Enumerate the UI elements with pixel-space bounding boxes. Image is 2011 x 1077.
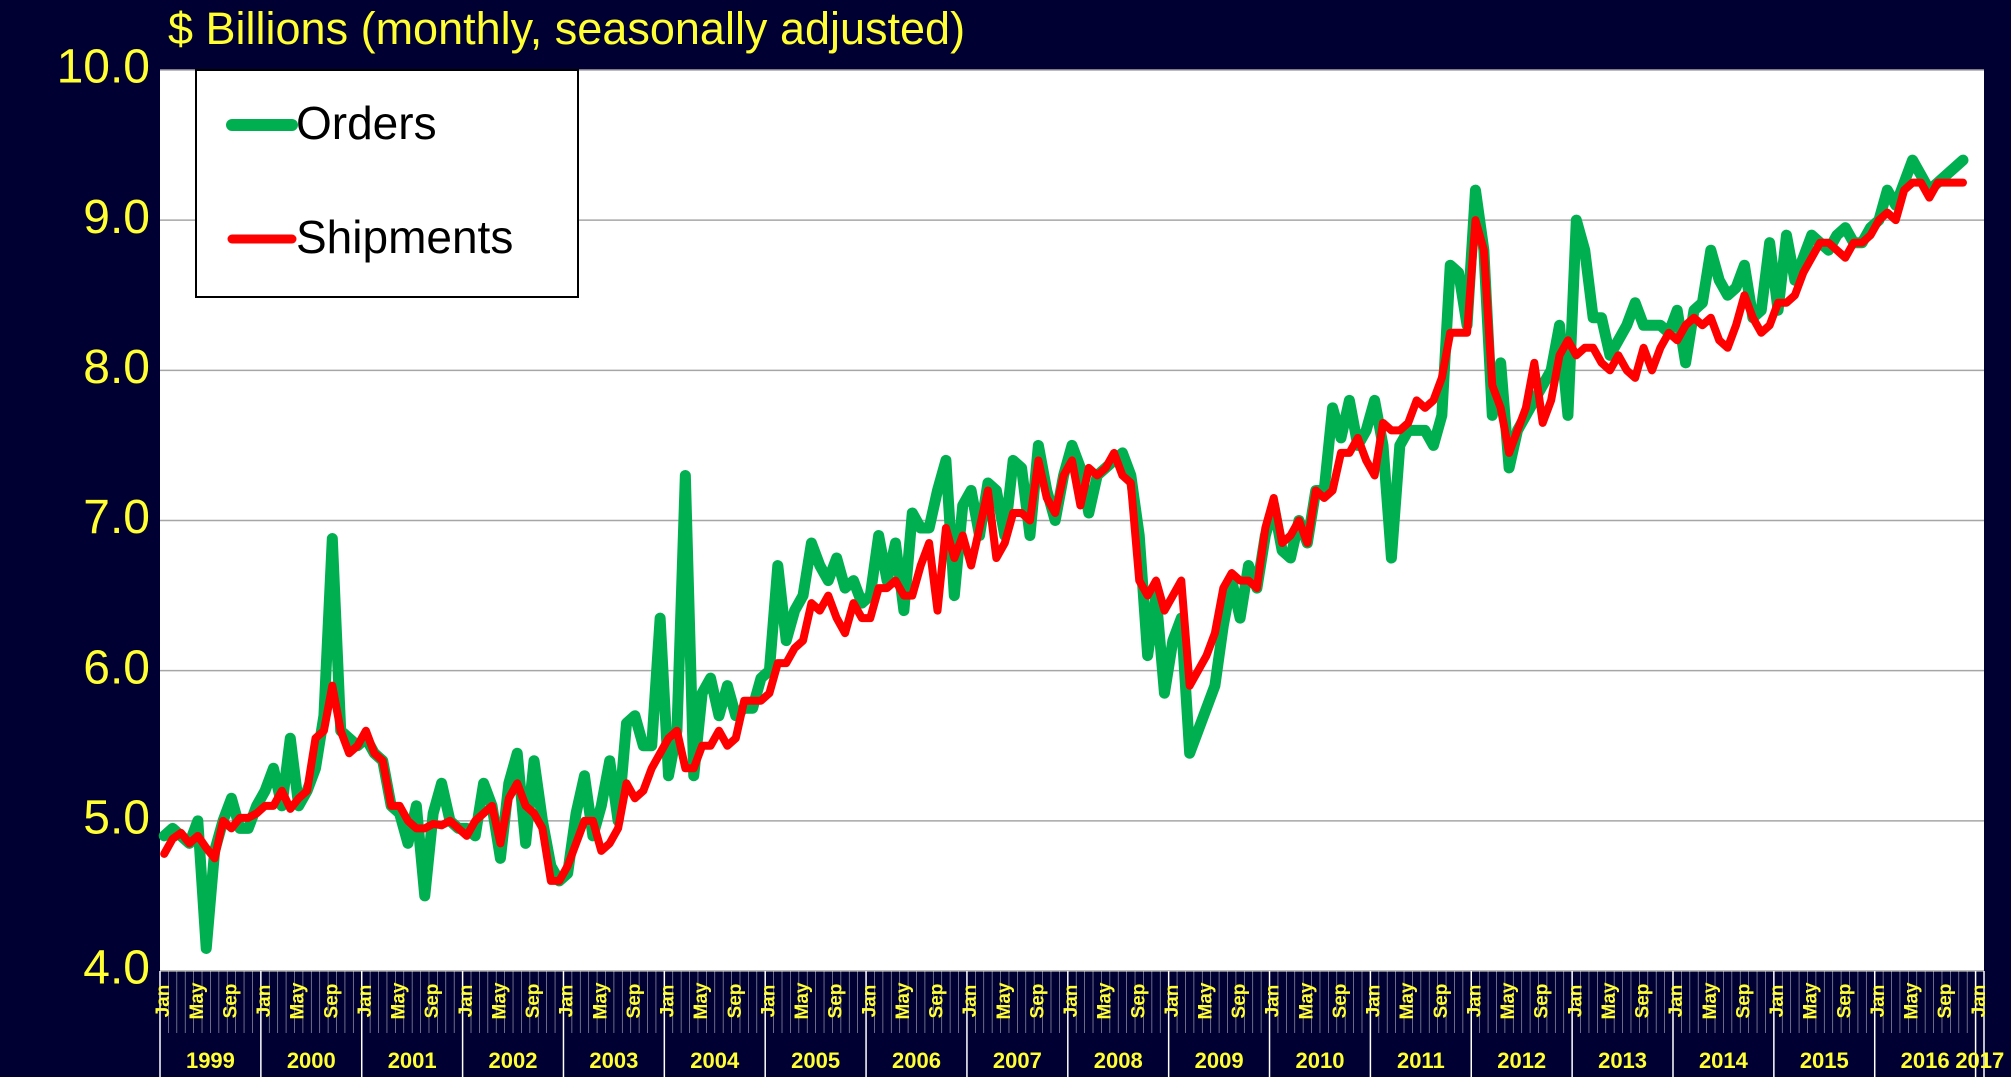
x-tick-label: Sep bbox=[1027, 984, 1048, 1019]
year-label: 2003 bbox=[589, 1048, 638, 1073]
x-tick-label: Sep bbox=[927, 984, 948, 1019]
year-label: 2014 bbox=[1699, 1048, 1749, 1073]
y-tick-label: 6.0 bbox=[83, 641, 150, 694]
y-tick-label: 9.0 bbox=[83, 191, 150, 244]
x-tick-label: Jan bbox=[153, 985, 174, 1018]
x-tick-label: Jan bbox=[1969, 985, 1990, 1018]
x-tick-label: Jan bbox=[1364, 985, 1385, 1018]
x-tick-label: May bbox=[691, 982, 712, 1019]
x-tick-label: Jan bbox=[254, 985, 275, 1018]
y-tick-label: 10.0 bbox=[57, 41, 150, 94]
x-tick-label: May bbox=[792, 982, 813, 1019]
x-tick-label: Sep bbox=[1834, 984, 1855, 1019]
year-label: 2002 bbox=[489, 1048, 538, 1073]
x-tick-label: May bbox=[1296, 982, 1317, 1019]
x-tick-label: Jan bbox=[859, 985, 880, 1018]
x-tick-label: Jan bbox=[1767, 985, 1788, 1018]
year-label: 2017 bbox=[1955, 1048, 2004, 1073]
x-tick-label: Jan bbox=[658, 985, 679, 1018]
x-tick-label: May bbox=[389, 982, 410, 1019]
x-tick-label: May bbox=[1196, 982, 1217, 1019]
x-tick-label: May bbox=[288, 982, 309, 1019]
x-tick-label: May bbox=[489, 982, 510, 1019]
year-label: 2008 bbox=[1094, 1048, 1143, 1073]
year-label: 2006 bbox=[892, 1048, 941, 1073]
y-tick-label: 4.0 bbox=[83, 942, 150, 995]
x-tick-label: Sep bbox=[624, 984, 645, 1019]
x-tick-label: Sep bbox=[1733, 984, 1754, 1019]
x-tick-label: Jan bbox=[1162, 985, 1183, 1018]
x-tick-label: Sep bbox=[1330, 984, 1351, 1019]
x-tick-label: Jan bbox=[456, 985, 477, 1018]
x-tick-label: May bbox=[1095, 982, 1116, 1019]
year-label: 2000 bbox=[287, 1048, 336, 1073]
x-tick-label: Sep bbox=[523, 984, 544, 1019]
year-label: 2005 bbox=[791, 1048, 840, 1073]
x-tick-label: Jan bbox=[758, 985, 779, 1018]
x-tick-label: Jan bbox=[1263, 985, 1284, 1018]
x-tick-label: Sep bbox=[725, 984, 746, 1019]
x-tick-label: Sep bbox=[1532, 984, 1553, 1019]
x-tick-label: Jan bbox=[1061, 985, 1082, 1018]
x-tick-label: May bbox=[1498, 982, 1519, 1019]
x-tick-label: May bbox=[1599, 982, 1620, 1019]
year-label: 1999 bbox=[186, 1048, 235, 1073]
x-tick-label: May bbox=[1902, 982, 1923, 1019]
x-tick-label: Sep bbox=[220, 984, 241, 1019]
year-label: 2015 bbox=[1800, 1048, 1849, 1073]
x-tick-label: Jan bbox=[1565, 985, 1586, 1018]
x-tick-label: May bbox=[187, 982, 208, 1019]
x-tick-label: Sep bbox=[1128, 984, 1149, 1019]
year-label: 2001 bbox=[388, 1048, 437, 1073]
y-tick-label: 7.0 bbox=[83, 491, 150, 544]
year-label: 2004 bbox=[690, 1048, 740, 1073]
legend-label: Orders bbox=[296, 97, 437, 149]
x-tick-label: Jan bbox=[1666, 985, 1687, 1018]
x-tick-label: Sep bbox=[321, 984, 342, 1019]
x-tick-label: May bbox=[1801, 982, 1822, 1019]
year-label: 2012 bbox=[1497, 1048, 1546, 1073]
x-tick-label: Jan bbox=[355, 985, 376, 1018]
legend-label: Shipments bbox=[296, 211, 513, 263]
x-tick-label: Sep bbox=[826, 984, 847, 1019]
x-tick-label: Sep bbox=[1633, 984, 1654, 1019]
x-tick-label: May bbox=[994, 982, 1015, 1019]
x-tick-label: May bbox=[590, 982, 611, 1019]
year-label: 2009 bbox=[1195, 1048, 1244, 1073]
y-tick-label: 8.0 bbox=[83, 341, 150, 394]
x-tick-label: Jan bbox=[1464, 985, 1485, 1018]
x-tick-label: Sep bbox=[1431, 984, 1452, 1019]
chart-title: $ Billions (monthly, seasonally adjusted… bbox=[168, 3, 965, 54]
legend-box bbox=[195, 69, 579, 298]
x-tick-label: May bbox=[1397, 982, 1418, 1019]
year-label: 2010 bbox=[1295, 1048, 1344, 1073]
x-tick-label: Sep bbox=[1935, 984, 1956, 1019]
x-tick-label: May bbox=[1700, 982, 1721, 1019]
x-tick-label: Sep bbox=[1229, 984, 1250, 1019]
y-tick-label: 5.0 bbox=[83, 792, 150, 845]
x-tick-label: Sep bbox=[422, 984, 443, 1019]
x-tick-label: May bbox=[893, 982, 914, 1019]
year-label: 2011 bbox=[1397, 1048, 1445, 1073]
x-tick-label: Jan bbox=[960, 985, 981, 1018]
x-tick-label: Jan bbox=[1868, 985, 1889, 1018]
year-label: 2013 bbox=[1598, 1048, 1647, 1073]
series-line bbox=[160, 178, 1967, 885]
x-tick-label: Jan bbox=[557, 985, 578, 1018]
year-label: 2007 bbox=[993, 1048, 1042, 1073]
year-label: 2016 bbox=[1901, 1048, 1950, 1073]
